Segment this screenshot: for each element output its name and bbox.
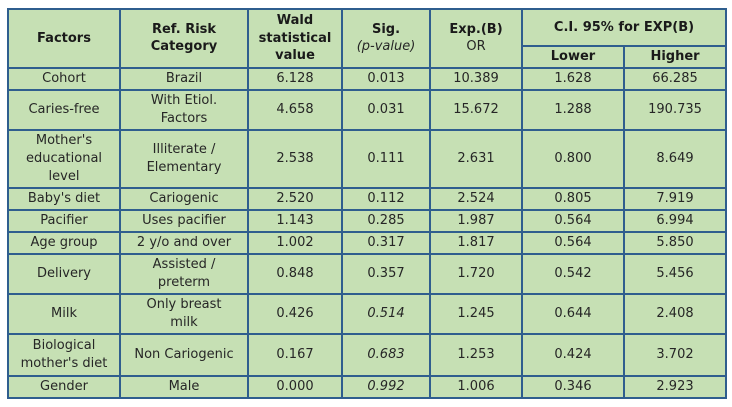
cell-wald: 0.426 [247, 292, 343, 335]
cell-exp: 1.817 [429, 230, 523, 255]
cell-wald: 4.658 [247, 88, 343, 131]
cell-ci-lower: 0.564 [521, 208, 625, 233]
header-row: Factors Ref. Risk Category Wald statisti… [7, 8, 728, 69]
header-ci-lower: Lower [521, 45, 625, 69]
header-ci-higher: Higher [622, 45, 728, 69]
stats-table-container: Factors Ref. Risk Category Wald statisti… [7, 8, 728, 399]
cell-exp: 1.006 [429, 374, 523, 399]
cell-sig: 0.013 [341, 66, 431, 91]
cell-wald: 6.128 [247, 66, 343, 91]
cell-ci-higher: 3.702 [622, 332, 728, 377]
table-row-babys-diet: Baby's diet Cariogenic 2.520 0.112 2.524… [7, 186, 728, 211]
cell-ci-lower: 1.288 [521, 88, 625, 131]
cell-ci-lower: 0.542 [521, 252, 625, 295]
table-row-caries-free: Caries-free With Etiol. Factors 4.658 0.… [7, 88, 728, 131]
cell-category: Non Cariogenic [119, 332, 249, 377]
cell-category: Only breast milk [119, 292, 249, 335]
cell-exp: 15.672 [429, 88, 523, 131]
cell-category: Male [119, 374, 249, 399]
cell-category: 2 y/o and over [119, 230, 249, 255]
cell-ci-higher: 5.456 [622, 252, 728, 295]
cell-ci-higher: 66.285 [622, 66, 728, 91]
cell-wald: 2.520 [247, 186, 343, 211]
cell-exp: 1.253 [429, 332, 523, 377]
table-row-age-group: Age group 2 y/o and over 1.002 0.317 1.8… [7, 230, 728, 255]
cell-sig: 0.357 [341, 252, 431, 295]
cell-ci-lower: 0.805 [521, 186, 625, 211]
header-ci-group: C.I. 95% for EXP(B) [520, 8, 728, 47]
cell-category: Illiterate / Elementary [119, 128, 249, 189]
cell-wald: 0.167 [247, 332, 343, 377]
cell-wald: 0.848 [247, 252, 343, 295]
cell-factor: Gender [7, 374, 121, 399]
header-exp-sub: OR [466, 39, 486, 55]
cell-sig: 0.317 [341, 230, 431, 255]
header-sub-row: Lower Higher [8, 45, 728, 69]
table-row-cohort: Cohort Brazil 6.128 0.013 10.389 1.628 6… [7, 66, 728, 91]
header-exp-label: Exp.(B) [449, 21, 503, 37]
cell-exp: 2.524 [429, 186, 523, 211]
table-row-milk: Milk Only breast milk 0.426 0.514 1.245 … [7, 292, 728, 335]
logistic-regression-table: Factors Ref. Risk Category Wald statisti… [7, 8, 728, 399]
cell-factor: Milk [7, 292, 121, 335]
cell-ci-higher: 2.923 [622, 374, 728, 399]
header-exp-b: Exp.(B) OR [429, 8, 523, 69]
cell-factor: Pacifier [7, 208, 121, 233]
cell-category: With Etiol. Factors [119, 88, 249, 131]
header-wald: Wald statistical value [247, 8, 343, 69]
cell-ci-higher: 5.850 [622, 230, 728, 255]
cell-ci-higher: 8.649 [622, 128, 728, 189]
table-row-delivery: Delivery Assisted / preterm 0.848 0.357 … [7, 252, 728, 295]
cell-exp: 2.631 [429, 128, 523, 189]
header-factors: Factors [7, 8, 121, 69]
cell-ci-higher: 190.735 [622, 88, 728, 131]
cell-category: Uses pacifier [119, 208, 249, 233]
cell-factor: Biological mother's diet [7, 332, 121, 377]
cell-ci-higher: 7.919 [622, 186, 728, 211]
cell-wald: 1.143 [247, 208, 343, 233]
header-ref-risk-category: Ref. Risk Category [119, 8, 249, 69]
cell-ci-higher: 6.994 [622, 208, 728, 233]
cell-ci-lower: 0.346 [521, 374, 625, 399]
cell-sig: 0.111 [341, 128, 431, 189]
table-row-mothers-educational-level: Mother's educational level Illiterate / … [7, 128, 728, 189]
cell-exp: 1.245 [429, 292, 523, 335]
table-row-gender: Gender Male 0.000 0.992 1.006 0.346 2.92… [7, 374, 728, 399]
cell-factor: Delivery [7, 252, 121, 295]
cell-category: Cariogenic [119, 186, 249, 211]
cell-sig: 0.031 [341, 88, 431, 131]
cell-factor: Caries-free [7, 88, 121, 131]
cell-sig: 0.112 [341, 186, 431, 211]
cell-exp: 1.720 [429, 252, 523, 295]
cell-category: Brazil [119, 66, 249, 91]
cell-wald: 0.000 [247, 374, 343, 399]
cell-sig: 0.514 [341, 292, 431, 335]
cell-category: Assisted / preterm [119, 252, 249, 295]
cell-sig: 0.683 [341, 332, 431, 377]
header-sig: Sig. (p-value) [341, 8, 431, 69]
cell-wald: 1.002 [247, 230, 343, 255]
header-sig-label: Sig. [371, 21, 401, 37]
table-row-pacifier: Pacifier Uses pacifier 1.143 0.285 1.987… [7, 208, 728, 233]
cell-sig: 0.992 [341, 374, 431, 399]
cell-ci-higher: 2.408 [622, 292, 728, 335]
cell-ci-lower: 0.800 [521, 128, 625, 189]
header-sig-sub: (p-value) [356, 39, 416, 55]
cell-ci-lower: 0.644 [521, 292, 625, 335]
cell-ci-lower: 0.424 [521, 332, 625, 377]
cell-factor: Age group [7, 230, 121, 255]
cell-factor: Mother's educational level [7, 128, 121, 189]
cell-ci-lower: 0.564 [521, 230, 625, 255]
table-row-biological-mothers-diet: Biological mother's diet Non Cariogenic … [7, 332, 728, 377]
cell-wald: 2.538 [247, 128, 343, 189]
cell-ci-lower: 1.628 [521, 66, 625, 91]
cell-factor: Cohort [7, 66, 121, 91]
cell-exp: 10.389 [429, 66, 523, 91]
cell-sig: 0.285 [341, 208, 431, 233]
cell-factor: Baby's diet [7, 186, 121, 211]
cell-exp: 1.987 [429, 208, 523, 233]
